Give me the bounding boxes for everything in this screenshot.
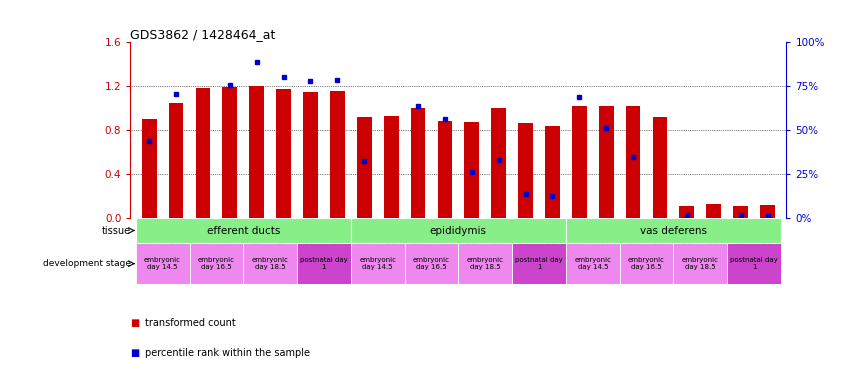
Text: embryonic
day 14.5: embryonic day 14.5 [144, 257, 181, 270]
Bar [330, 91, 345, 218]
Bar [566, 218, 781, 243]
Bar [599, 106, 614, 218]
Bar [297, 243, 351, 284]
Text: postnatal day
1: postnatal day 1 [516, 257, 563, 270]
Bar [222, 87, 237, 218]
Text: ■: ■ [130, 318, 140, 328]
Text: percentile rank within the sample: percentile rank within the sample [145, 348, 310, 358]
Bar [243, 243, 297, 284]
Bar [626, 106, 641, 218]
Text: embryonic
day 18.5: embryonic day 18.5 [251, 257, 288, 270]
Bar [545, 126, 560, 218]
Bar [518, 123, 533, 218]
Text: postnatal day
1: postnatal day 1 [300, 257, 348, 270]
Bar [727, 243, 781, 284]
Bar [706, 204, 721, 218]
Text: embryonic
day 16.5: embryonic day 16.5 [628, 257, 665, 270]
Bar [405, 243, 458, 284]
Text: embryonic
day 16.5: embryonic day 16.5 [198, 257, 235, 270]
Bar [674, 243, 727, 284]
Bar [142, 119, 156, 218]
Bar [566, 243, 620, 284]
Text: vas deferens: vas deferens [640, 225, 707, 235]
Text: embryonic
day 16.5: embryonic day 16.5 [413, 257, 450, 270]
Bar [249, 86, 264, 218]
Bar [351, 218, 566, 243]
Text: embryonic
day 18.5: embryonic day 18.5 [467, 257, 504, 270]
Bar [189, 243, 243, 284]
Bar [512, 243, 566, 284]
Bar [135, 218, 351, 243]
Bar [620, 243, 674, 284]
Text: transformed count: transformed count [145, 318, 236, 328]
Text: tissue: tissue [102, 225, 131, 235]
Text: development stage: development stage [43, 259, 131, 268]
Text: efferent ducts: efferent ducts [207, 225, 280, 235]
Bar [135, 243, 189, 284]
Bar [491, 108, 506, 218]
Bar [303, 92, 318, 218]
Text: embryonic
day 14.5: embryonic day 14.5 [574, 257, 611, 270]
Text: embryonic
day 14.5: embryonic day 14.5 [359, 257, 396, 270]
Bar [458, 243, 512, 284]
Bar [653, 117, 668, 218]
Bar [680, 206, 695, 218]
Bar [196, 88, 210, 218]
Bar [351, 243, 405, 284]
Bar [276, 89, 291, 218]
Text: epididymis: epididymis [430, 225, 487, 235]
Bar [760, 205, 775, 218]
Bar [410, 108, 426, 218]
Text: postnatal day
1: postnatal day 1 [730, 257, 778, 270]
Text: ■: ■ [130, 348, 140, 358]
Bar [169, 103, 183, 218]
Bar [464, 122, 479, 218]
Text: GDS3862 / 1428464_at: GDS3862 / 1428464_at [130, 28, 276, 41]
Bar [572, 106, 587, 218]
Bar [383, 116, 399, 218]
Bar [733, 206, 748, 218]
Bar [437, 121, 452, 218]
Bar [357, 117, 372, 218]
Text: embryonic
day 18.5: embryonic day 18.5 [682, 257, 719, 270]
